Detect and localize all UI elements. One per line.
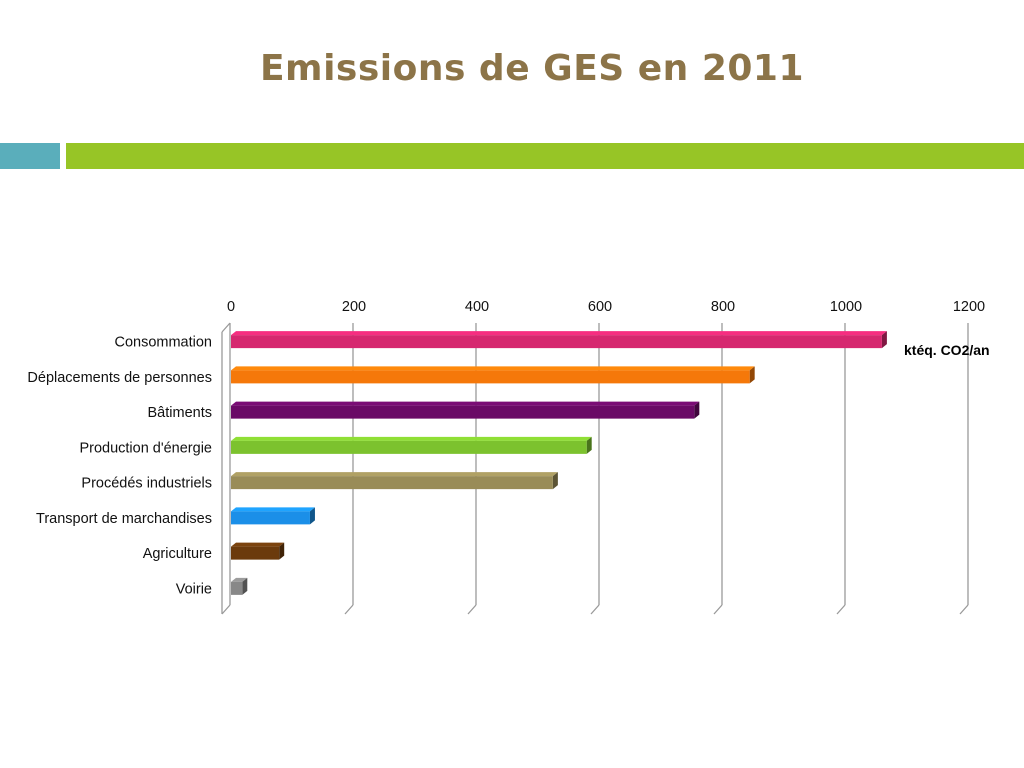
bar-end-face xyxy=(694,401,700,419)
bar xyxy=(231,511,310,525)
bar xyxy=(231,546,280,560)
tick-label: 0 xyxy=(227,299,235,315)
bar xyxy=(231,440,587,454)
bar xyxy=(231,476,553,490)
emissions-bar-chart: 0 200 400 600 800 1000 1200 Consommation Déplace… xyxy=(27,299,990,615)
tick-label: 800 xyxy=(711,299,735,315)
category-label: Transport de marchandises xyxy=(36,511,212,527)
bar-end-face xyxy=(586,436,592,454)
bar-top-face xyxy=(231,331,887,336)
bar-top-face xyxy=(231,436,592,441)
bar-end-face xyxy=(279,542,285,560)
category-label: Procédés industriels xyxy=(81,476,212,492)
floor-line xyxy=(959,604,969,615)
bar-end-face xyxy=(242,577,248,595)
bar-end-face xyxy=(552,472,558,490)
unit-label: ktéq. CO2/an xyxy=(904,342,990,358)
category-label: Déplacements de personnes xyxy=(27,370,212,386)
slide-title: Emissions de GES en 2011 xyxy=(259,48,805,89)
accent-bar-right xyxy=(66,143,1024,169)
category-label: Voirie xyxy=(176,581,212,597)
bar xyxy=(231,581,243,595)
bar-top-face xyxy=(231,401,700,406)
bar xyxy=(231,405,695,419)
tick-label: 400 xyxy=(465,299,489,315)
category-label: Consommation xyxy=(114,335,212,351)
category-label: Bâtiments xyxy=(148,405,212,421)
bar-end-face xyxy=(749,366,755,384)
floor-line xyxy=(713,604,723,615)
floor-line xyxy=(221,604,231,615)
bar-end-face xyxy=(309,507,315,525)
tick-label: 600 xyxy=(588,299,612,315)
floor-line xyxy=(590,604,600,615)
accent-bar-left xyxy=(0,143,60,169)
floor-line xyxy=(836,604,846,615)
bar xyxy=(231,370,750,384)
bar-top-face xyxy=(231,366,755,371)
tick-label: 200 xyxy=(342,299,366,315)
floor-line xyxy=(467,604,477,615)
bar-top-face xyxy=(231,472,558,477)
category-label: Production d'énergie xyxy=(79,440,212,456)
floor-line xyxy=(344,604,354,615)
bar xyxy=(231,335,882,349)
tick-label: 1200 xyxy=(953,299,985,315)
bar-top-face xyxy=(231,542,285,547)
bar-top-face xyxy=(231,577,248,582)
bar-end-face xyxy=(881,331,887,349)
category-label: Agriculture xyxy=(143,546,212,562)
tick-label: 1000 xyxy=(830,299,862,315)
bar-top-face xyxy=(231,507,315,512)
axis-depth-line xyxy=(221,322,231,333)
